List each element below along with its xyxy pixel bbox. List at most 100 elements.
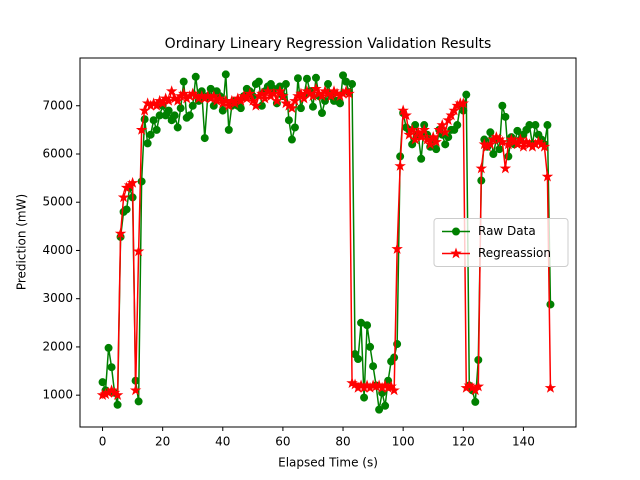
marker [421,133,433,145]
x-tick-label: 60 [275,435,290,449]
marker [114,227,127,239]
marker [129,384,142,396]
marker [501,112,510,121]
marker [165,85,178,97]
marker [218,106,227,115]
y-tick-label: 7000 [42,98,73,112]
marker [308,102,317,111]
marker [499,162,512,174]
marker [495,145,504,154]
marker [132,245,145,257]
legend-label: Raw Data [478,224,536,238]
marker [400,109,412,121]
marker [354,354,363,363]
y-axis-label: Prediction (mW) [15,194,29,290]
x-tick-label: 40 [215,435,230,449]
marker [296,104,305,113]
marker [310,82,322,94]
marker [432,145,441,154]
marker [544,381,557,393]
y-tick-label: 1000 [42,388,73,402]
x-tick-label: 80 [335,435,350,449]
marker [257,101,266,110]
marker [284,116,293,125]
marker [366,342,375,351]
marker [177,87,190,99]
marker [122,205,131,214]
marker [339,71,348,80]
marker [471,397,480,406]
marker [397,104,409,116]
marker [513,126,522,135]
marker [439,126,451,138]
marker [475,162,488,174]
marker [214,92,226,104]
marker [409,133,421,145]
marker [457,97,469,109]
x-tick-label: 100 [392,435,415,449]
marker [250,99,262,111]
marker [546,300,555,309]
marker [311,73,320,82]
marker [462,90,471,99]
marker [388,384,400,396]
marker [146,130,155,139]
marker [472,380,485,392]
plot-frame [79,57,577,428]
marker [176,104,185,113]
marker [498,101,507,110]
chart-title: Ordinary Lineary Regression Validation R… [165,36,492,52]
marker [363,321,372,330]
marker [317,108,326,117]
marker [450,247,462,259]
x-tick-label: 120 [452,435,475,449]
marker [412,126,424,138]
y-tick-label: 3000 [42,291,73,305]
marker [543,121,552,130]
marker [179,77,188,86]
marker [200,134,209,143]
marker [162,94,175,106]
marker [415,131,427,142]
marker [149,116,158,125]
marker [375,405,384,414]
marker [277,90,289,101]
marker [394,160,406,171]
y-tick-label: 6000 [42,146,73,160]
marker [514,133,527,145]
marker [117,191,130,203]
marker [236,104,245,113]
marker [170,111,179,120]
x-tick-label: 0 [99,435,107,449]
legend: Raw Data Regreassion [433,218,569,267]
marker [418,123,430,135]
marker [113,400,122,409]
marker [348,80,357,89]
marker [307,90,319,101]
marker [453,121,462,130]
marker [281,80,290,89]
marker [360,393,369,402]
marker [336,99,345,108]
marker [489,149,498,158]
marker [369,362,378,371]
marker [126,176,139,188]
legend-label: Regreassion [478,246,551,260]
marker [391,242,403,254]
marker [302,74,311,83]
marker [417,154,426,163]
marker [188,101,197,110]
y-tick-label: 5000 [42,195,73,209]
marker [406,123,418,135]
marker [254,77,263,86]
marker [244,87,256,99]
marker [173,123,182,132]
y-tick-label: 2000 [42,339,73,353]
x-tick-label: 140 [512,435,535,449]
marker [430,135,442,147]
marker [496,135,509,147]
marker [424,138,436,150]
marker [274,85,286,97]
marker [137,177,146,186]
